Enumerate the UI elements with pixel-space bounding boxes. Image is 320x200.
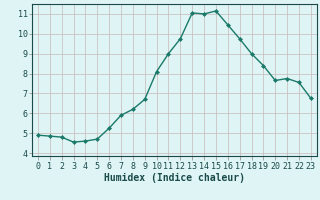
X-axis label: Humidex (Indice chaleur): Humidex (Indice chaleur) — [104, 173, 245, 183]
